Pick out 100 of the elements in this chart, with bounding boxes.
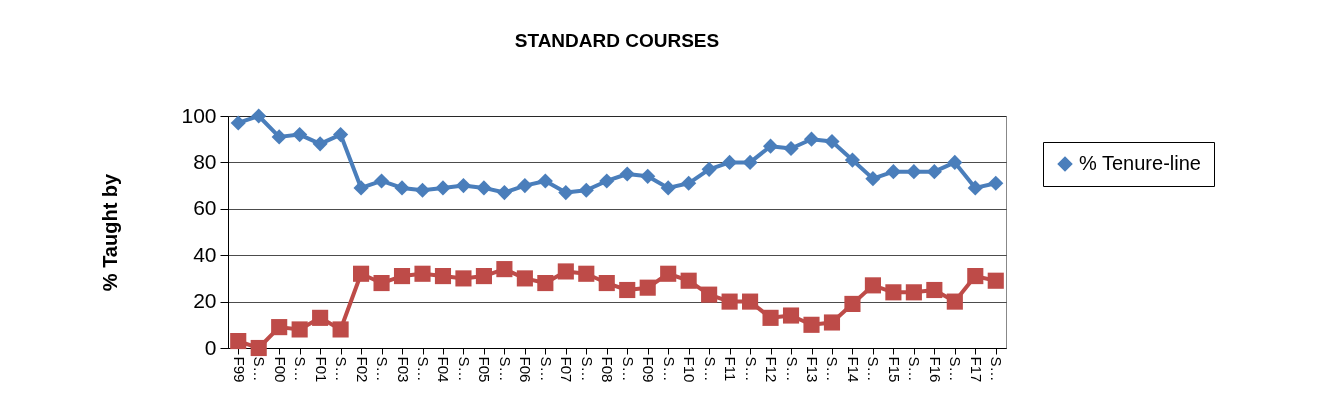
point xyxy=(946,293,963,310)
point xyxy=(557,263,574,280)
point xyxy=(906,164,922,180)
x-tick-label: S… xyxy=(783,356,801,382)
x-tick-label: S… xyxy=(824,356,842,382)
point xyxy=(721,293,738,310)
point xyxy=(885,284,902,301)
y-tick-label: 80 xyxy=(193,149,217,173)
point xyxy=(988,175,1004,191)
point xyxy=(578,265,595,282)
x-tick-label: F07 xyxy=(558,356,576,383)
y-tick-label: 40 xyxy=(193,242,217,266)
point xyxy=(516,270,533,287)
point xyxy=(742,293,759,310)
point xyxy=(251,108,267,124)
point xyxy=(434,268,452,285)
x-tick-label: F06 xyxy=(517,356,535,383)
point xyxy=(517,178,533,194)
point xyxy=(599,173,615,189)
x-tick-label: F08 xyxy=(599,356,617,383)
point xyxy=(393,268,411,285)
x-tick-label: F13 xyxy=(804,356,821,383)
x-tick-label: F02 xyxy=(353,356,371,383)
x-tick-label: F05 xyxy=(476,356,494,383)
point xyxy=(333,126,349,143)
x-tick-label: F09 xyxy=(640,356,658,383)
point xyxy=(558,184,574,201)
point xyxy=(496,184,512,201)
point xyxy=(701,161,717,177)
point xyxy=(926,164,942,180)
x-tick-label: F01 xyxy=(312,356,330,383)
x-tick-label: S… xyxy=(537,356,555,382)
y-tick-label: 20 xyxy=(193,289,217,313)
point xyxy=(373,173,390,189)
x-tick-label: S… xyxy=(906,356,924,382)
x-tick-label: S… xyxy=(251,356,269,382)
point xyxy=(783,140,799,157)
point xyxy=(660,265,677,282)
chart-title: STANDARD COURSES xyxy=(514,30,720,51)
point xyxy=(742,154,758,170)
point xyxy=(475,268,492,285)
point xyxy=(639,279,656,296)
y-tick-label: 0 xyxy=(204,335,217,359)
point xyxy=(762,309,779,326)
point xyxy=(619,166,635,182)
y-tick-label: 100 xyxy=(181,103,217,127)
point xyxy=(864,277,881,294)
x-tick-label: F00 xyxy=(271,356,289,383)
x-tick-label: F14 xyxy=(844,356,862,383)
y-tick-label: 60 xyxy=(193,196,217,220)
point xyxy=(353,265,370,282)
x-tick-label: F04 xyxy=(435,356,453,383)
point xyxy=(762,138,779,154)
point xyxy=(844,152,861,168)
point xyxy=(435,180,451,196)
x-tick-label: S… xyxy=(578,356,596,382)
point xyxy=(271,319,288,336)
point xyxy=(701,286,718,303)
point xyxy=(987,272,1004,289)
point xyxy=(905,284,922,301)
point xyxy=(291,321,308,338)
point xyxy=(598,274,615,292)
point xyxy=(967,268,984,285)
point xyxy=(373,274,390,292)
x-tick-label: S… xyxy=(374,356,392,382)
point xyxy=(312,309,329,326)
x-tick-label: S… xyxy=(619,356,637,382)
x-tick-label: F99 xyxy=(230,356,248,383)
x-tick-label: S… xyxy=(455,356,473,382)
point xyxy=(271,129,287,145)
point xyxy=(681,175,697,191)
point xyxy=(414,182,431,198)
x-tick-label: F10 xyxy=(681,356,699,383)
point xyxy=(312,136,328,152)
x-tick-label: F16 xyxy=(926,356,944,383)
x-tick-label: F15 xyxy=(885,356,903,383)
point xyxy=(455,178,472,194)
point xyxy=(537,173,553,189)
point xyxy=(823,314,841,331)
point xyxy=(680,272,697,289)
point xyxy=(782,307,800,324)
point xyxy=(947,154,963,170)
point xyxy=(844,295,861,312)
point xyxy=(885,164,901,180)
x-tick-label: F17 xyxy=(967,356,985,383)
x-tick-label: S… xyxy=(333,356,351,382)
point xyxy=(926,281,943,299)
x-tick-label: F03 xyxy=(394,356,412,383)
y-axis-title: % Taught by xyxy=(99,172,122,292)
point xyxy=(803,316,820,333)
legend-label: % Tenure-line xyxy=(1079,152,1201,174)
x-tick-label: F12 xyxy=(763,356,781,383)
x-tick-label: S… xyxy=(701,356,719,382)
point xyxy=(250,339,267,357)
x-tick-label: S… xyxy=(415,356,432,382)
point xyxy=(455,270,472,287)
x-tick-label: S… xyxy=(660,356,678,382)
x-tick-label: S… xyxy=(988,356,1006,382)
point xyxy=(640,168,656,184)
point xyxy=(619,281,636,299)
